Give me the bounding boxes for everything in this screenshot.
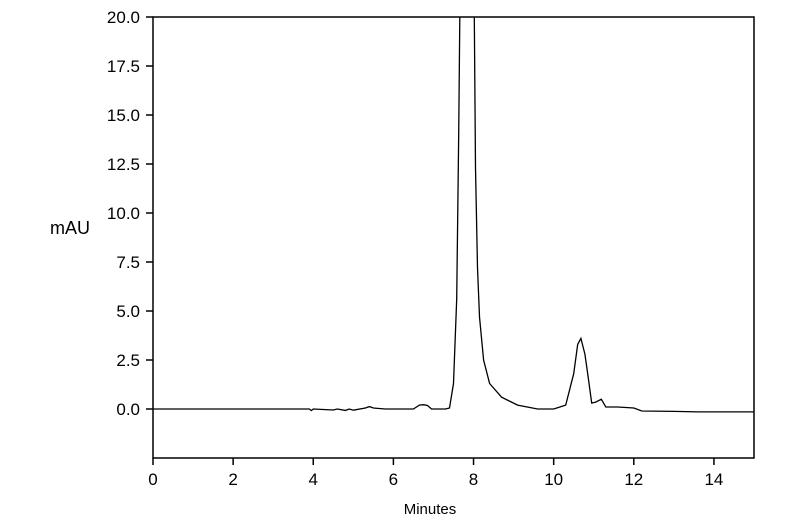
x-axis: 0 2 4 6 8 10 12 14 xyxy=(148,458,723,489)
y-tick-label: 10.0 xyxy=(107,204,140,223)
x-tick-label: 2 xyxy=(228,470,237,489)
x-tick-label: 4 xyxy=(309,470,318,489)
y-tick-label: 5.0 xyxy=(116,302,140,321)
y-tick-label: 12.5 xyxy=(107,155,140,174)
x-tick-label: 10 xyxy=(544,470,563,489)
series-line xyxy=(153,17,754,413)
x-tick-label: 6 xyxy=(389,470,398,489)
x-tick-label: 12 xyxy=(624,470,643,489)
y-tick-label: 2.5 xyxy=(116,351,140,370)
y-tick-label: 20.0 xyxy=(107,8,140,27)
y-tick-label: 0.0 xyxy=(116,400,140,419)
x-tick-label: 0 xyxy=(148,470,157,489)
y-tick-label: 17.5 xyxy=(107,57,140,76)
y-axis: 0.0 2.5 5.0 7.5 10.0 12.5 15.0 17.5 20.0 xyxy=(107,8,153,419)
x-axis-label: Minutes xyxy=(404,501,457,518)
y-tick-label: 7.5 xyxy=(116,253,140,272)
y-axis-label: mAU xyxy=(50,218,90,238)
x-tick-label: 8 xyxy=(469,470,478,489)
plot-frame xyxy=(152,16,755,459)
y-tick-label: 15.0 xyxy=(107,106,140,125)
x-tick-label: 14 xyxy=(704,470,723,489)
